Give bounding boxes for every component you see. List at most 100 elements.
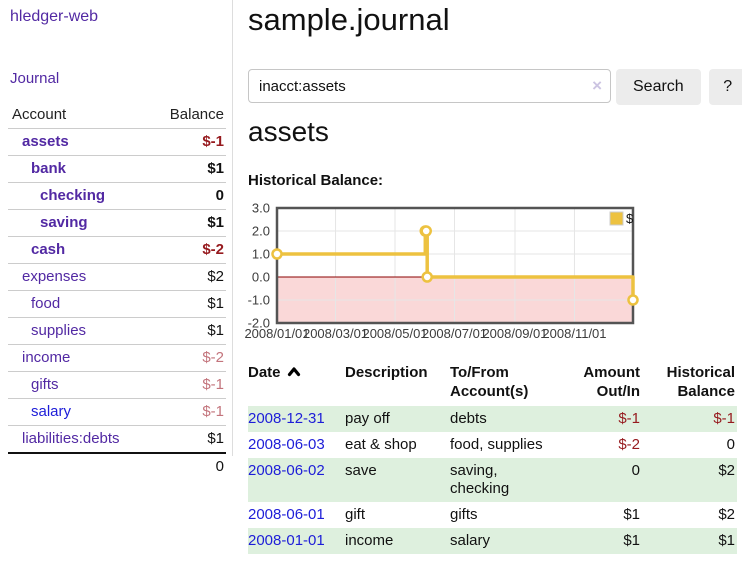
- data-point-marker: [271, 248, 283, 260]
- account-link[interactable]: checking: [40, 187, 106, 204]
- register-header-date[interactable]: Date: [248, 361, 345, 406]
- data-point-marker: [420, 225, 432, 237]
- account-row: food $1: [8, 290, 226, 318]
- register-header-amount: Amount Out/In: [583, 364, 640, 400]
- accounts-header-row: Account Balance: [8, 102, 226, 129]
- transaction-amount: 0: [552, 458, 642, 502]
- sidebar: hledger-web Journal Account Balance asse…: [0, 0, 233, 475]
- transaction-date-cell: 2008-12-31: [248, 406, 345, 432]
- data-point-marker: [627, 294, 639, 306]
- account-cell: supplies: [8, 317, 150, 345]
- transaction-date-link[interactable]: 2008-06-03: [248, 436, 325, 453]
- account-balance: $1: [149, 155, 226, 183]
- plot-border: [275, 206, 635, 325]
- account-link[interactable]: saving: [40, 214, 88, 231]
- account-balance: 0: [149, 182, 226, 210]
- transaction-date-link[interactable]: 2008-12-31: [248, 410, 325, 427]
- account-balance: $1: [149, 209, 226, 237]
- transaction-row: 2008-12-31 pay off debts $-1 $-1: [248, 406, 737, 432]
- register-header-balance: Historical Balance: [666, 364, 735, 400]
- transaction-balance: $2: [642, 458, 737, 502]
- transaction-balance: 0: [726, 436, 735, 453]
- clear-search-icon[interactable]: ×: [592, 76, 602, 95]
- accounts-header-balance: Balance: [149, 102, 226, 129]
- transaction-row: 2008-06-03 eat & shop food, supplies $-2 0: [248, 432, 737, 458]
- legend-label: $: [626, 211, 634, 226]
- x-tick-label: 2008/01/01: [244, 326, 309, 341]
- transaction-date-link[interactable]: 2008-06-01: [248, 506, 325, 523]
- account-link[interactable]: food: [31, 295, 61, 312]
- account-balance: $1: [149, 290, 226, 318]
- accounts-total-row: 0: [8, 453, 226, 480]
- transaction-amount: $-2: [618, 436, 640, 453]
- transaction-amount: $1: [552, 528, 642, 554]
- account-link[interactable]: income: [22, 349, 71, 366]
- account-cell: bank: [8, 155, 150, 183]
- transaction-date-cell: 2008-01-01: [248, 528, 345, 554]
- search-input[interactable]: [248, 69, 611, 103]
- transaction-amount: $1: [623, 506, 640, 523]
- register-header-row: Date Description To/From Account(s) Amou…: [248, 361, 737, 406]
- transaction-date-link[interactable]: 2008-06-02: [248, 462, 325, 479]
- brand-link[interactable]: hledger-web: [10, 8, 99, 25]
- x-tick-label: 2008/05/01: [362, 326, 427, 341]
- transaction-balance: $1: [642, 528, 737, 554]
- account-balance: $-2: [149, 236, 226, 264]
- help-button[interactable]: ?: [708, 69, 742, 105]
- account-row: assets $-1: [8, 128, 226, 156]
- account-balance: $-1: [149, 128, 226, 156]
- account-cell: saving: [8, 209, 150, 237]
- y-tick-label: -2.0: [248, 316, 270, 331]
- chart-canvas: 3.0 2.0 1.0 0.0 -1.0 -2.02008/01/012008/03/01…: [244, 201, 639, 341]
- transaction-description: gift: [345, 506, 366, 523]
- account-link[interactable]: expenses: [22, 268, 87, 285]
- y-tick-label: 2.0: [252, 224, 270, 239]
- account-link[interactable]: supplies: [31, 322, 87, 339]
- account-cell: income: [8, 344, 150, 372]
- transaction-description: eat & shop: [345, 436, 417, 453]
- account-row: expenses $2: [8, 263, 226, 291]
- historical-balance-label: Historical Balance:: [248, 172, 384, 189]
- search-button[interactable]: Search: [616, 69, 701, 105]
- account-link[interactable]: salary: [31, 403, 72, 420]
- transaction-row: 2008-01-01 income salary $1 $1: [248, 528, 737, 554]
- account-row: supplies $1: [8, 317, 226, 345]
- account-balance: $1: [149, 317, 226, 345]
- account-cell: checking: [8, 182, 150, 210]
- account-row: gifts $-1: [8, 371, 226, 399]
- account-cell: liabilities:debts: [8, 425, 150, 454]
- transaction-accounts: saving, checking: [450, 458, 552, 502]
- account-balance: $-2: [149, 344, 226, 372]
- transaction-accounts: salary: [450, 528, 552, 554]
- x-tick-label: 2008/03/01: [303, 326, 368, 341]
- transaction-description: income: [345, 528, 450, 554]
- account-link[interactable]: liabilities:debts: [22, 430, 120, 447]
- transaction-description: save: [345, 458, 450, 502]
- account-cell: assets: [8, 128, 150, 156]
- transaction-accounts: food, supplies: [450, 436, 543, 453]
- account-link[interactable]: gifts: [31, 376, 59, 393]
- transaction-balance: $2: [718, 506, 735, 523]
- transaction-date-link[interactable]: 2008-01-01: [248, 532, 325, 549]
- account-row: bank $1: [8, 155, 226, 183]
- account-balance: $-1: [149, 371, 226, 399]
- register-header-description: Description: [345, 364, 428, 381]
- sidebar-item-journal[interactable]: Journal: [10, 70, 60, 87]
- account-row: liabilities:debts $1: [8, 425, 226, 454]
- account-cell: food: [8, 290, 150, 318]
- account-link[interactable]: bank: [31, 160, 67, 177]
- transaction-balance: $-1: [642, 406, 737, 432]
- account-balance: $2: [149, 263, 226, 291]
- account-cell: expenses: [8, 263, 150, 291]
- historical-balance-chart: 3.0 2.0 1.0 0.0 -1.0 -2.0 2008/01/01 2008/03/01…: [238, 201, 738, 344]
- transaction-accounts: gifts: [450, 506, 478, 523]
- x-tick-label: 2008/09/01: [482, 326, 547, 341]
- transaction-row: 2008-06-02 save saving, checking 0 $2: [248, 458, 737, 502]
- search-form: × Search ?: [248, 69, 742, 105]
- transaction-description: pay off: [345, 406, 450, 432]
- accounts-table: Account Balance assets $-1 bank $1 checking 0…: [8, 102, 226, 480]
- account-link[interactable]: cash: [31, 241, 66, 258]
- account-link[interactable]: assets: [22, 133, 69, 150]
- account-row: salary $-1: [8, 398, 226, 426]
- account-cell: gifts: [8, 371, 150, 399]
